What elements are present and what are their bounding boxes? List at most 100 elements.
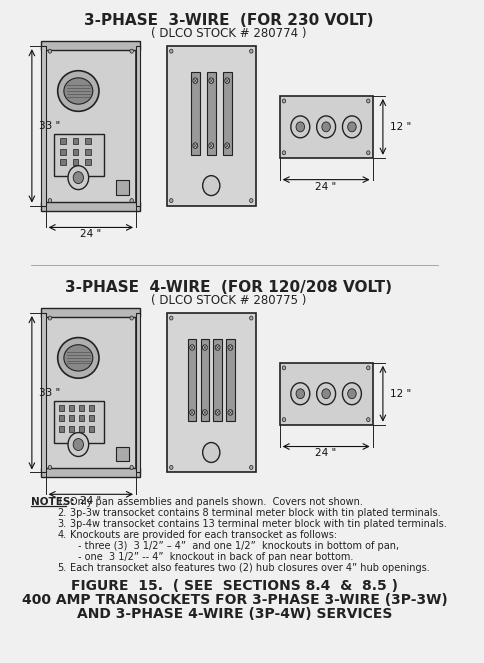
Text: 3-PHASE  4-WIRE  (FOR 120/208 VOLT): 3-PHASE 4-WIRE (FOR 120/208 VOLT) bbox=[65, 280, 392, 295]
Ellipse shape bbox=[58, 337, 99, 378]
Circle shape bbox=[202, 442, 219, 463]
Bar bbox=[89, 416, 93, 422]
Circle shape bbox=[48, 465, 52, 469]
Bar bbox=[54, 400, 104, 442]
Bar bbox=[59, 416, 64, 422]
Circle shape bbox=[295, 389, 304, 398]
Circle shape bbox=[209, 143, 213, 149]
Bar bbox=[60, 138, 65, 144]
Text: NOTES:: NOTES: bbox=[31, 497, 75, 507]
Bar bbox=[279, 96, 372, 158]
Circle shape bbox=[290, 383, 309, 404]
Circle shape bbox=[321, 389, 330, 398]
Circle shape bbox=[169, 316, 173, 320]
Circle shape bbox=[68, 432, 89, 456]
Circle shape bbox=[202, 345, 207, 350]
Circle shape bbox=[366, 151, 369, 154]
Circle shape bbox=[130, 49, 133, 53]
Bar bbox=[60, 159, 65, 165]
Text: 33 ": 33 " bbox=[39, 121, 60, 131]
Bar bbox=[78, 405, 84, 411]
Circle shape bbox=[342, 116, 361, 138]
Circle shape bbox=[227, 345, 232, 350]
Bar bbox=[223, 72, 231, 154]
Circle shape bbox=[316, 116, 335, 138]
Circle shape bbox=[68, 166, 89, 190]
Bar bbox=[166, 313, 255, 473]
Bar bbox=[85, 149, 91, 154]
Circle shape bbox=[249, 316, 253, 320]
Bar bbox=[69, 405, 74, 411]
Bar bbox=[89, 426, 93, 432]
Circle shape bbox=[321, 122, 330, 132]
Bar bbox=[41, 313, 45, 473]
Text: 24 ": 24 " bbox=[80, 497, 101, 507]
Circle shape bbox=[202, 176, 219, 196]
Circle shape bbox=[295, 122, 304, 132]
Circle shape bbox=[189, 410, 194, 415]
Circle shape bbox=[366, 366, 369, 370]
Circle shape bbox=[48, 49, 52, 53]
Circle shape bbox=[249, 49, 253, 53]
Bar bbox=[226, 339, 234, 422]
Circle shape bbox=[48, 198, 52, 202]
Text: 400 AMP TRANSOCKETS FOR 3-PHASE 3-WIRE (3P-3W): 400 AMP TRANSOCKETS FOR 3-PHASE 3-WIRE (… bbox=[22, 593, 447, 607]
Ellipse shape bbox=[58, 71, 99, 111]
Bar bbox=[73, 149, 78, 154]
Bar bbox=[136, 46, 140, 206]
Bar bbox=[78, 426, 84, 432]
Text: 24 ": 24 " bbox=[80, 229, 101, 239]
Bar bbox=[41, 202, 140, 211]
Text: 1.: 1. bbox=[57, 497, 66, 507]
Text: 3p-3w transocket contains 8 terminal meter block with tin plated terminals.: 3p-3w transocket contains 8 terminal met… bbox=[70, 509, 439, 518]
Circle shape bbox=[249, 465, 253, 469]
Text: Knockouts are provided for each transocket as follows:: Knockouts are provided for each transock… bbox=[70, 530, 336, 540]
Circle shape bbox=[347, 122, 355, 132]
Text: 3p-4w transocket contains 13 terminal meter block with tin plated terminals.: 3p-4w transocket contains 13 terminal me… bbox=[70, 519, 446, 529]
Circle shape bbox=[215, 345, 220, 350]
Bar bbox=[136, 313, 140, 473]
Text: 4.: 4. bbox=[57, 530, 66, 540]
Circle shape bbox=[130, 198, 133, 202]
Circle shape bbox=[282, 366, 285, 370]
Bar bbox=[200, 339, 209, 422]
Bar bbox=[213, 339, 222, 422]
Circle shape bbox=[169, 49, 173, 53]
Bar bbox=[116, 180, 129, 194]
Text: - one  3 1/2” -- 4”  knockout in back of pan near bottom.: - one 3 1/2” -- 4” knockout in back of p… bbox=[78, 552, 353, 562]
Text: ( DLCO STOCK # 280774 ): ( DLCO STOCK # 280774 ) bbox=[151, 27, 306, 40]
Circle shape bbox=[130, 465, 133, 469]
Text: 24 ": 24 " bbox=[315, 182, 336, 192]
Circle shape bbox=[209, 78, 213, 84]
Bar bbox=[207, 72, 215, 154]
Circle shape bbox=[169, 465, 173, 469]
Text: Each transocket also features two (2) hub closures over 4” hub openings.: Each transocket also features two (2) hu… bbox=[70, 563, 429, 573]
Circle shape bbox=[342, 383, 361, 404]
Bar bbox=[73, 159, 78, 165]
Circle shape bbox=[366, 99, 369, 103]
Circle shape bbox=[282, 418, 285, 422]
Circle shape bbox=[48, 316, 52, 320]
Bar bbox=[41, 308, 140, 317]
Text: 12 ": 12 " bbox=[389, 389, 410, 398]
Circle shape bbox=[249, 198, 253, 202]
Bar bbox=[166, 46, 255, 206]
Circle shape bbox=[316, 383, 335, 404]
Bar bbox=[279, 363, 372, 424]
Bar bbox=[45, 313, 136, 473]
Circle shape bbox=[225, 78, 229, 84]
Circle shape bbox=[290, 116, 309, 138]
Bar bbox=[59, 426, 64, 432]
Ellipse shape bbox=[64, 345, 92, 371]
Bar bbox=[41, 46, 45, 206]
Bar bbox=[85, 138, 91, 144]
Text: 3-PHASE  3-WIRE  (FOR 230 VOLT): 3-PHASE 3-WIRE (FOR 230 VOLT) bbox=[84, 13, 373, 29]
Bar bbox=[69, 426, 74, 432]
Circle shape bbox=[282, 99, 285, 103]
Bar bbox=[59, 405, 64, 411]
Circle shape bbox=[225, 143, 229, 149]
Bar bbox=[69, 416, 74, 422]
Bar bbox=[54, 134, 104, 176]
Bar bbox=[89, 405, 93, 411]
Circle shape bbox=[202, 410, 207, 415]
